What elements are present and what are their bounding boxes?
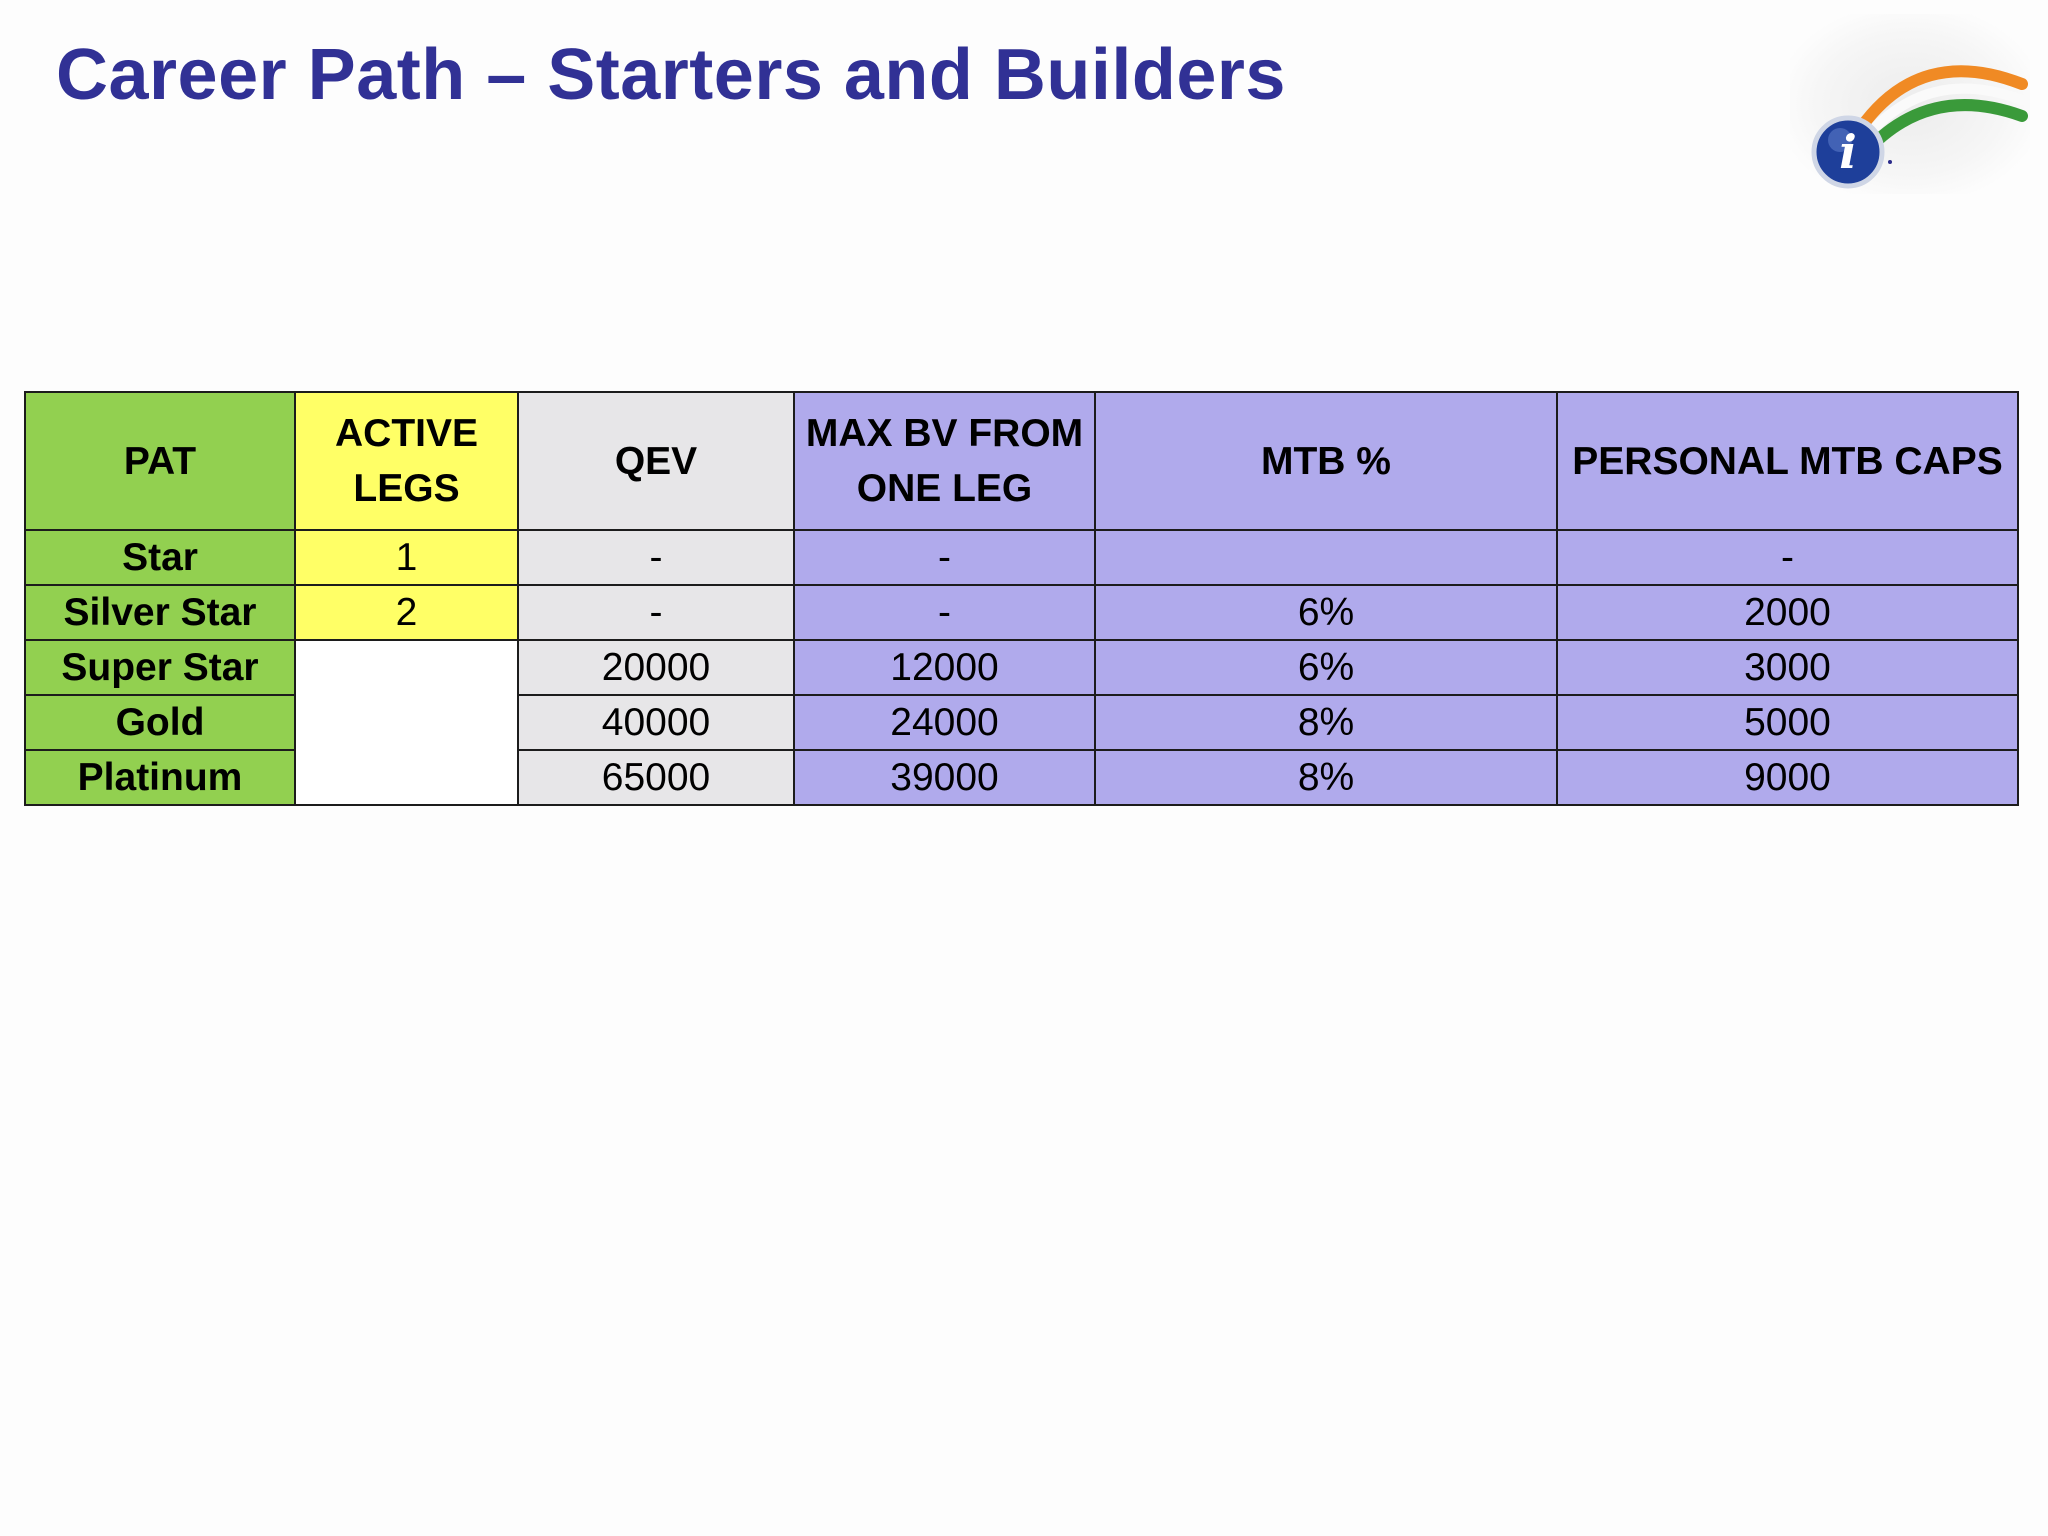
- table-row: Platinum 65000 39000 8% 9000: [24, 749, 2019, 806]
- logo-letter: i: [1839, 125, 1856, 179]
- cell-active-legs: 1: [294, 529, 519, 586]
- header-personal-mtb-caps: PERSONAL MTB CAPS: [1556, 391, 2019, 531]
- header-active-legs-line2: LEGS: [353, 467, 460, 510]
- cell-mtb-percent: 6%: [1094, 639, 1558, 696]
- cell-mtb-percent: 8%: [1094, 749, 1558, 806]
- cell-pat: Star: [24, 529, 296, 586]
- cell-qev: 20000: [517, 639, 795, 696]
- cell-qev: 40000: [517, 694, 795, 751]
- cell-personal-mtb-caps: -: [1556, 529, 2019, 586]
- career-path-table: PAT ACTIVE LEGS QEV MAX BV FROM ONE LEG …: [24, 391, 2019, 806]
- header-max-bv: MAX BV FROM ONE LEG: [793, 391, 1096, 531]
- cell-max-bv: 39000: [793, 749, 1096, 806]
- cell-qev: -: [517, 529, 795, 586]
- cell-active-legs: 2: [294, 584, 519, 641]
- cell-mtb-percent: 8%: [1094, 694, 1558, 751]
- header-max-bv-line2: ONE LEG: [856, 467, 1033, 510]
- header-pat: PAT: [24, 391, 296, 531]
- table-row: Silver Star 2 - - 6% 2000: [24, 584, 2019, 641]
- cell-max-bv: 24000: [793, 694, 1096, 751]
- slide-title: Career Path – Starters and Builders: [56, 35, 1286, 115]
- cell-qev: -: [517, 584, 795, 641]
- header-mtb-percent: MTB %: [1094, 391, 1558, 531]
- cell-mtb-percent: [1094, 529, 1558, 586]
- cell-pat: Silver Star: [24, 584, 296, 641]
- header-max-bv-line1: MAX BV FROM: [805, 412, 1084, 455]
- cell-personal-mtb-caps: 2000: [1556, 584, 2019, 641]
- cell-mtb-percent: 6%: [1094, 584, 1558, 641]
- table-header-row: PAT ACTIVE LEGS QEV MAX BV FROM ONE LEG …: [24, 391, 2019, 531]
- header-active-legs: ACTIVE LEGS: [294, 391, 519, 531]
- cell-max-bv: -: [793, 584, 1096, 641]
- cell-personal-mtb-caps: 9000: [1556, 749, 2019, 806]
- cell-pat: Platinum: [24, 749, 296, 806]
- cell-active-legs-merged: [294, 639, 519, 806]
- cell-qev: 65000: [517, 749, 795, 806]
- header-qev: QEV: [517, 391, 795, 531]
- header-active-legs-line1: ACTIVE: [334, 412, 478, 455]
- cell-pat: Super Star: [24, 639, 296, 696]
- table-row: Gold 40000 24000 8% 5000: [24, 694, 2019, 751]
- cell-max-bv: 12000: [793, 639, 1096, 696]
- table-row: Star 1 - - -: [24, 529, 2019, 586]
- cell-personal-mtb-caps: 5000: [1556, 694, 2019, 751]
- cell-personal-mtb-caps: 3000: [1556, 639, 2019, 696]
- cell-max-bv: -: [793, 529, 1096, 586]
- brand-logo-icon: i: [1790, 14, 2030, 194]
- cell-pat: Gold: [24, 694, 296, 751]
- table-row: Super Star 20000 12000 6% 3000: [24, 639, 2019, 806]
